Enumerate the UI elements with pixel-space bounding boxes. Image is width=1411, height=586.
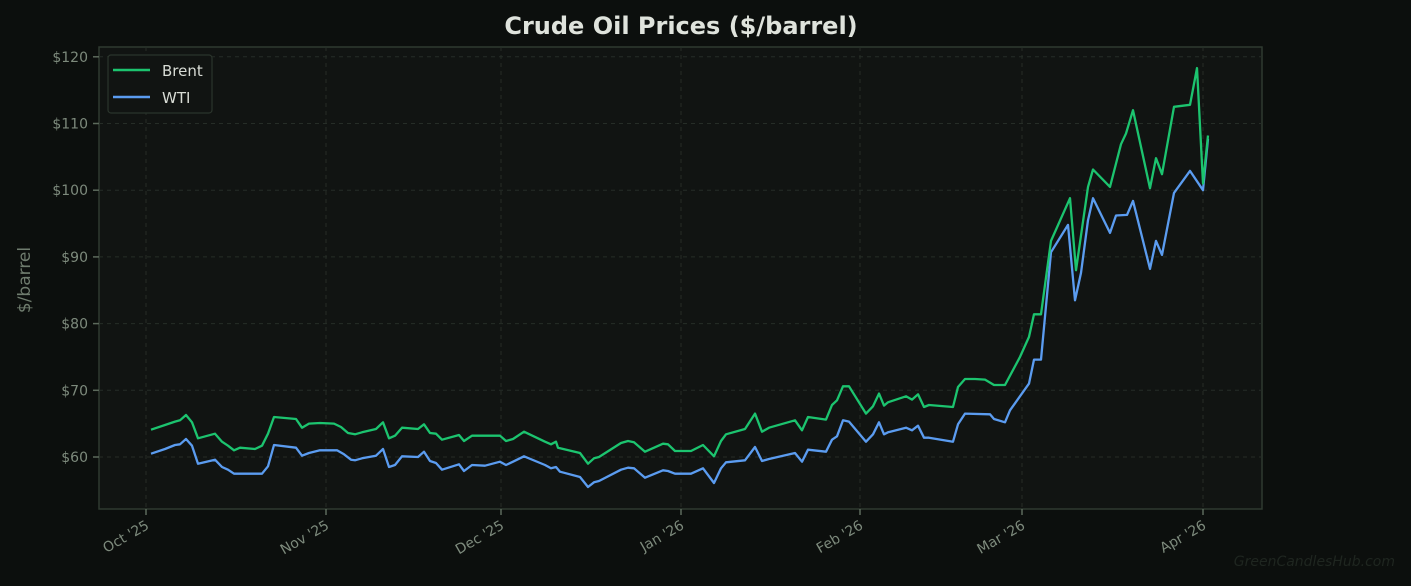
y-tick-label: $110: [52, 117, 88, 133]
x-tick-label: Oct '25: [100, 518, 152, 557]
watermark: GreenCandlesHub.com: [1234, 554, 1395, 570]
y-tick-label: $80: [61, 317, 88, 333]
y-tick-label: $60: [61, 450, 88, 466]
x-tick-label: Dec '25: [453, 518, 507, 558]
chart-title: Crude Oil Prices ($/barrel): [504, 12, 857, 40]
x-axis: Oct '25 Nov '25 Dec '25 Jan '26 Feb '26 Mar '…: [100, 509, 1209, 558]
x-tick-label: Jan '26: [637, 518, 687, 556]
legend-label-brent: Brent: [162, 62, 203, 80]
series-line-brent: [150, 66, 1210, 465]
y-axis: $60 $70 $80 $90 $100 $110 $120: [52, 50, 99, 466]
y-tick-label: $70: [61, 383, 88, 399]
y-tick-label: $100: [52, 183, 88, 199]
legend: Brent WTI: [107, 54, 213, 114]
grid: [99, 47, 1262, 509]
legend-label-wti: WTI: [162, 89, 190, 107]
series-lines: [150, 66, 1210, 489]
x-tick-label: Apr '26: [1157, 518, 1209, 557]
y-tick-label: $120: [52, 50, 88, 66]
x-tick-label: Feb '26: [814, 518, 866, 557]
y-tick-label: $90: [61, 250, 88, 266]
series-line-wti: [150, 138, 1210, 489]
x-tick-label: Mar '26: [975, 518, 1029, 558]
x-tick-label: Nov '25: [278, 518, 332, 559]
y-axis-label: $/barrel: [15, 247, 35, 313]
